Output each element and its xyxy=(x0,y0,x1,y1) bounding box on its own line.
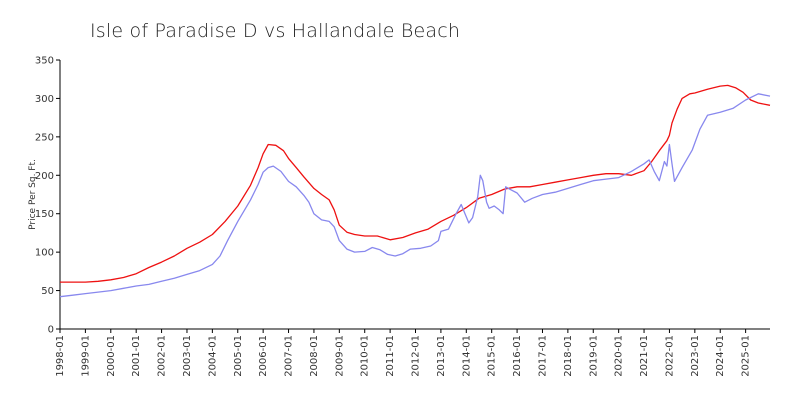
x-tick-label: 2020-01 xyxy=(614,335,625,377)
y-tick-label: 200 xyxy=(35,171,54,182)
x-tick-label: 2025-01 xyxy=(741,335,752,377)
x-tick-label: 2018-01 xyxy=(563,335,574,377)
x-tick-label: 2003-01 xyxy=(182,335,193,377)
series-layer xyxy=(59,84,771,298)
x-tick-label: 2008-01 xyxy=(309,335,320,377)
series-line-1 xyxy=(60,84,771,283)
y-tick-label: 350 xyxy=(35,56,54,67)
y-tick-label: 300 xyxy=(35,94,54,105)
x-tick-label: 2009-01 xyxy=(334,335,345,377)
x-tick-label: 2006-01 xyxy=(258,335,269,377)
x-tick-label: 2016-01 xyxy=(512,335,523,377)
x-tick-label: 2017-01 xyxy=(537,335,548,377)
x-tick-label: 2005-01 xyxy=(233,335,244,377)
y-tick-label: 50 xyxy=(41,286,54,297)
series-line-2 xyxy=(59,93,771,298)
x-tick-label: 2000-01 xyxy=(106,335,117,377)
x-tick-label: 2014-01 xyxy=(461,335,472,377)
x-tick-label: 2004-01 xyxy=(207,335,218,377)
x-tick-label: 2024-01 xyxy=(715,335,726,377)
x-tick-label: 1998-01 xyxy=(55,335,66,377)
x-tick-label: 2002-01 xyxy=(157,335,168,377)
x-tick-label: 2019-01 xyxy=(588,335,599,377)
axes: 0 50 100 150 200 250 300 350 1998-01 1999-01 2000-… xyxy=(28,56,770,377)
x-tick-label: 2015-01 xyxy=(487,335,498,377)
y-axis-label: Price Per Sq. Ft. xyxy=(28,159,38,230)
y-tick-label: 100 xyxy=(35,248,54,259)
y-tick-label: 150 xyxy=(35,209,54,220)
x-tick-label: 1999-01 xyxy=(80,335,91,377)
x-tick-label: 2007-01 xyxy=(284,335,295,377)
x-tick-label: 2011-01 xyxy=(385,335,396,377)
y-tick-label: 250 xyxy=(35,132,54,143)
x-tick-label: 2021-01 xyxy=(639,335,650,377)
x-tick-label: 2013-01 xyxy=(436,335,447,377)
x-tick-label: 2022-01 xyxy=(664,335,675,377)
x-tick-label: 2010-01 xyxy=(360,335,371,377)
x-tick-label: 2023-01 xyxy=(690,335,701,377)
chart-title: Isle of Paradise D vs Hallandale Beach xyxy=(90,20,461,42)
x-tick-label: 2001-01 xyxy=(131,335,142,377)
y-tick-label: 0 xyxy=(48,325,54,336)
x-tick-label: 2012-01 xyxy=(411,335,422,377)
